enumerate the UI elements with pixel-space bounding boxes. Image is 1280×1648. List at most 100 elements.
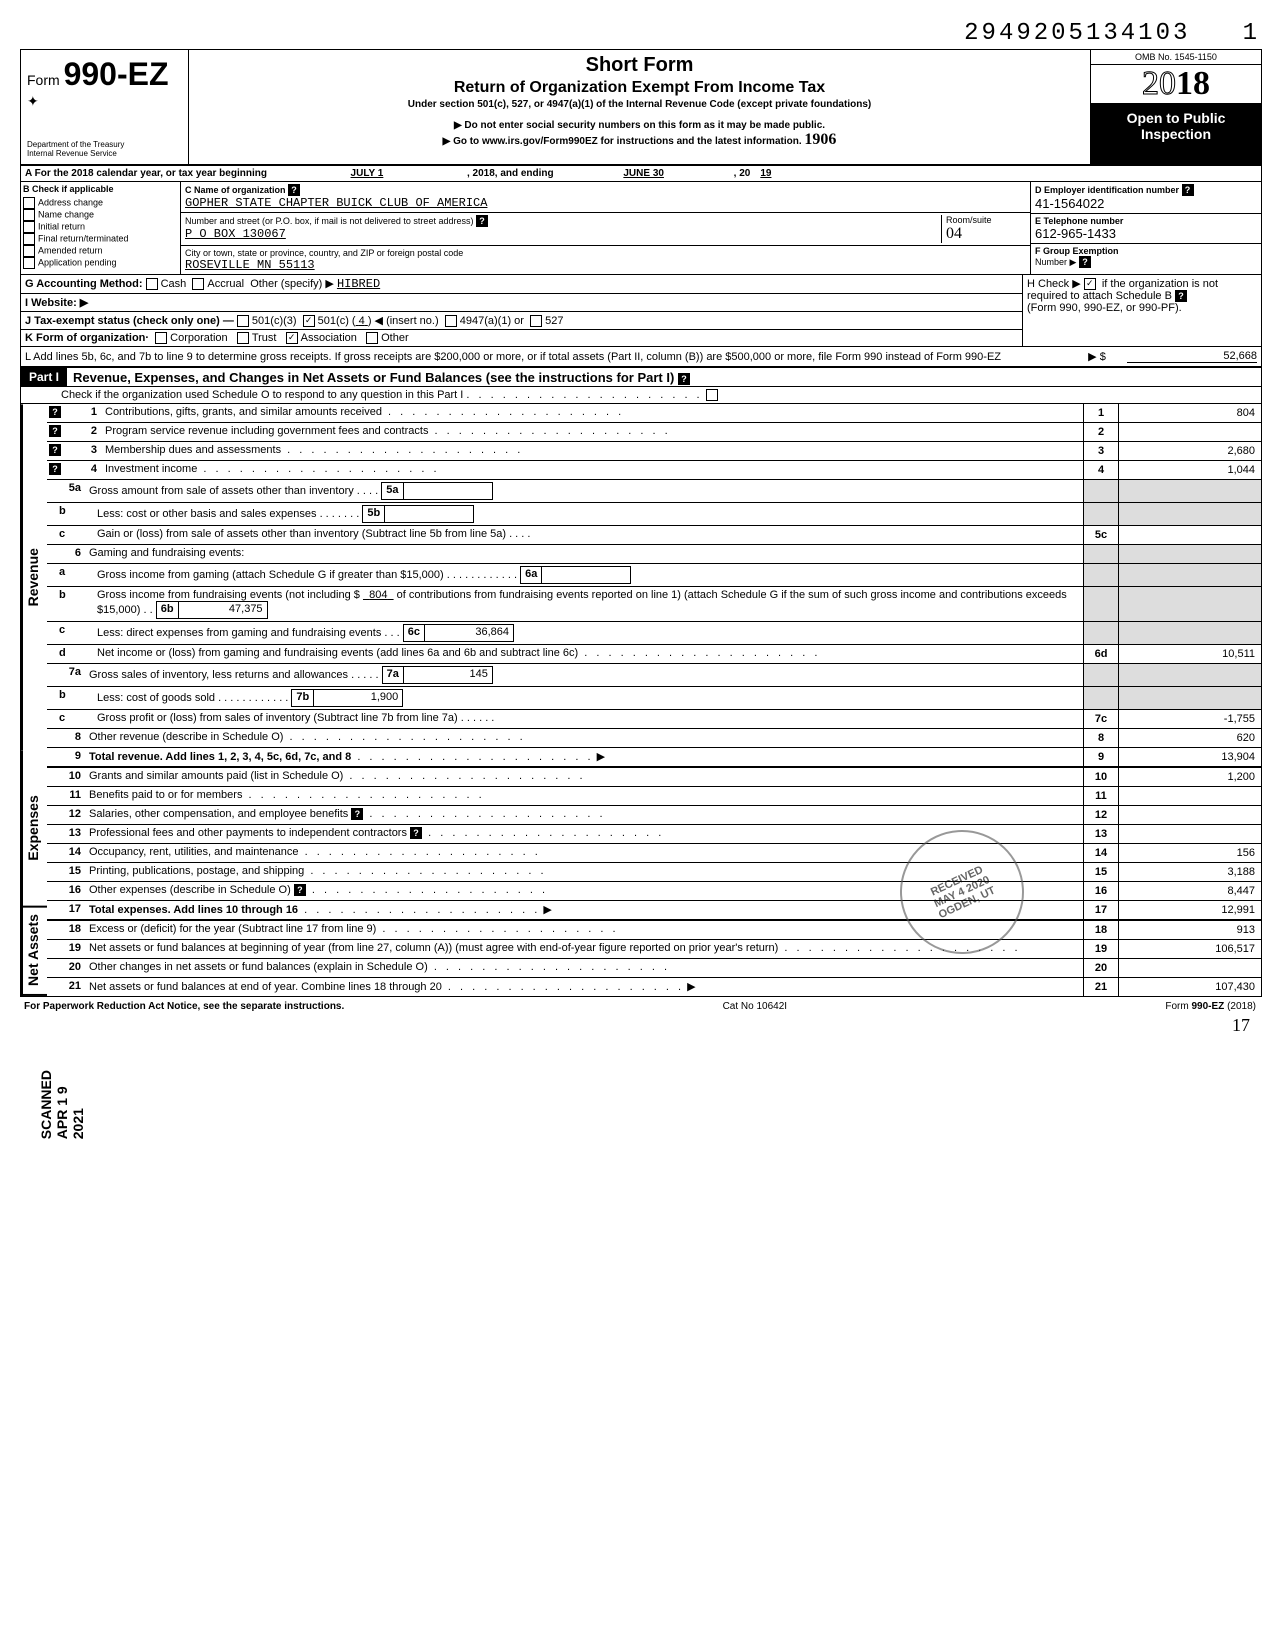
help-icon[interactable]: ?: [678, 373, 690, 385]
top-number: 2949205134103: [964, 20, 1190, 47]
line-2-val[interactable]: [1118, 423, 1261, 441]
line-19-val[interactable]: 106,517: [1118, 940, 1261, 958]
line-7a-text: Gross sales of inventory, less returns a…: [89, 669, 348, 681]
line-8-text: Other revenue (describe in Schedule O): [89, 731, 283, 743]
row-i-website: I Website: ▶: [21, 294, 1022, 312]
col-b-checkboxes: B Check if applicable Address change Nam…: [21, 182, 181, 274]
chk-assoc[interactable]: [286, 332, 298, 344]
line-12-val[interactable]: [1118, 806, 1261, 824]
org-address[interactable]: P O BOX 130067: [185, 227, 286, 241]
line-14-text: Occupancy, rent, utilities, and maintena…: [89, 846, 299, 858]
chk-final-return[interactable]: [23, 233, 35, 245]
line-9-val[interactable]: 13,904: [1118, 748, 1261, 766]
open-public-badge: Open to Public Inspection: [1091, 104, 1261, 164]
line-6a-box[interactable]: [542, 567, 630, 583]
form-of-org-label: K Form of organization·: [25, 332, 149, 344]
chk-corp[interactable]: [155, 332, 167, 344]
form-identifier-box: Form 990-EZ ✦ Department of the Treasury…: [21, 50, 189, 164]
line-16-text: Other expenses (describe in Schedule O): [89, 884, 291, 896]
page-number: 17: [1232, 1015, 1250, 1036]
line-6b-box[interactable]: 47,375: [179, 602, 267, 618]
line-6c-box[interactable]: 36,864: [425, 625, 513, 641]
line-21-val[interactable]: 107,430: [1118, 978, 1261, 996]
line-6d-val[interactable]: 10,511: [1118, 645, 1261, 663]
tax-year-begin[interactable]: JULY 1: [267, 168, 467, 179]
accounting-other[interactable]: HIBRED: [337, 277, 380, 291]
line-13-val[interactable]: [1118, 825, 1261, 843]
line-10-val[interactable]: 1,200: [1118, 768, 1261, 786]
line-11-text: Benefits paid to or for members: [89, 789, 242, 801]
chk-accrual[interactable]: [192, 278, 204, 290]
tax-year-end-yr[interactable]: 19: [760, 168, 771, 179]
line-16-val[interactable]: 8,447: [1118, 882, 1261, 900]
col-b-header: B Check if applicable: [23, 184, 178, 194]
org-city[interactable]: ROSEVILLE MN 55113: [185, 258, 315, 272]
line-5c-val[interactable]: [1118, 526, 1261, 544]
help-icon[interactable]: ?: [1079, 256, 1091, 268]
subtitle: Under section 501(c), 527, or 4947(a)(1)…: [193, 99, 1086, 110]
line-12-text: Salaries, other compensation, and employ…: [89, 808, 348, 820]
line-20-val[interactable]: [1118, 959, 1261, 977]
line-4-val[interactable]: 1,044: [1118, 461, 1261, 479]
help-icon[interactable]: ?: [288, 184, 300, 196]
line-17-val[interactable]: 12,991: [1118, 901, 1261, 919]
phone[interactable]: 612-965-1433: [1035, 226, 1116, 241]
line-7c-val[interactable]: -1,755: [1118, 710, 1261, 728]
room-suite[interactable]: 04: [946, 225, 962, 242]
chk-cash[interactable]: [146, 278, 158, 290]
line-5b-text: Less: cost or other basis and sales expe…: [97, 508, 317, 520]
org-name[interactable]: GOPHER STATE CHAPTER BUICK CLUB OF AMERI…: [185, 196, 487, 210]
ein[interactable]: 41-1564022: [1035, 196, 1104, 211]
chk-527[interactable]: [530, 315, 542, 327]
form-title: Return of Organization Exempt From Incom…: [193, 79, 1086, 97]
help-icon[interactable]: ?: [49, 425, 61, 437]
help-icon[interactable]: ?: [1175, 290, 1187, 302]
help-icon[interactable]: ?: [476, 215, 488, 227]
line-17-text: Total expenses. Add lines 10 through 16: [89, 904, 298, 916]
line-7b-text: Less: cost of goods sold: [97, 692, 215, 704]
line-15-val[interactable]: 3,188: [1118, 863, 1261, 881]
chk-4947[interactable]: [445, 315, 457, 327]
line-5c-text: Gain or (loss) from sale of assets other…: [97, 528, 506, 540]
org-name-label: C Name of organization: [185, 185, 286, 195]
line-18-val[interactable]: 913: [1118, 921, 1261, 939]
chk-schedule-b[interactable]: [1084, 278, 1096, 290]
line-14-val[interactable]: 156: [1118, 844, 1261, 862]
line-7a-box[interactable]: 145: [404, 667, 492, 683]
help-icon[interactable]: ?: [1182, 184, 1194, 196]
chk-address-change[interactable]: [23, 197, 35, 209]
line-7c-text: Gross profit or (loss) from sales of inv…: [97, 712, 458, 724]
chk-name-change[interactable]: [23, 209, 35, 221]
help-icon[interactable]: ?: [294, 884, 306, 896]
gross-receipts[interactable]: 52,668: [1127, 350, 1257, 363]
help-icon[interactable]: ?: [410, 827, 422, 839]
line-5b-box[interactable]: [385, 506, 473, 522]
line-2-text: Program service revenue including govern…: [105, 425, 428, 437]
line-8-val[interactable]: 620: [1118, 729, 1261, 747]
chk-app-pending[interactable]: [23, 257, 35, 269]
line-6b-inline[interactable]: 804: [369, 589, 387, 601]
help-icon[interactable]: ?: [351, 808, 363, 820]
help-icon[interactable]: ?: [49, 406, 61, 418]
footer-paperwork: For Paperwork Reduction Act Notice, see …: [24, 1001, 344, 1012]
line-11-val[interactable]: [1118, 787, 1261, 805]
line-18-text: Excess or (deficit) for the year (Subtra…: [89, 923, 376, 935]
help-icon[interactable]: ?: [49, 444, 61, 456]
line-1-val[interactable]: 804: [1118, 404, 1261, 422]
chk-amended[interactable]: [23, 245, 35, 257]
line-5a-box[interactable]: [404, 483, 492, 499]
line-7b-box[interactable]: 1,900: [314, 690, 402, 706]
chk-501c[interactable]: [303, 315, 315, 327]
chk-trust[interactable]: [237, 332, 249, 344]
tax-year: 2018: [1091, 65, 1261, 104]
chk-initial-return[interactable]: [23, 221, 35, 233]
chk-other-org[interactable]: [366, 332, 378, 344]
chk-501c3[interactable]: [237, 315, 249, 327]
line-3-val[interactable]: 2,680: [1118, 442, 1261, 460]
chk-schedule-o[interactable]: [706, 389, 718, 401]
501c-num[interactable]: 4: [359, 315, 365, 327]
line-19-text: Net assets or fund balances at beginning…: [89, 942, 778, 954]
help-icon[interactable]: ?: [49, 463, 61, 475]
tax-year-end[interactable]: JUNE 30: [554, 168, 734, 179]
omb-number: OMB No. 1545-1150: [1091, 50, 1261, 65]
